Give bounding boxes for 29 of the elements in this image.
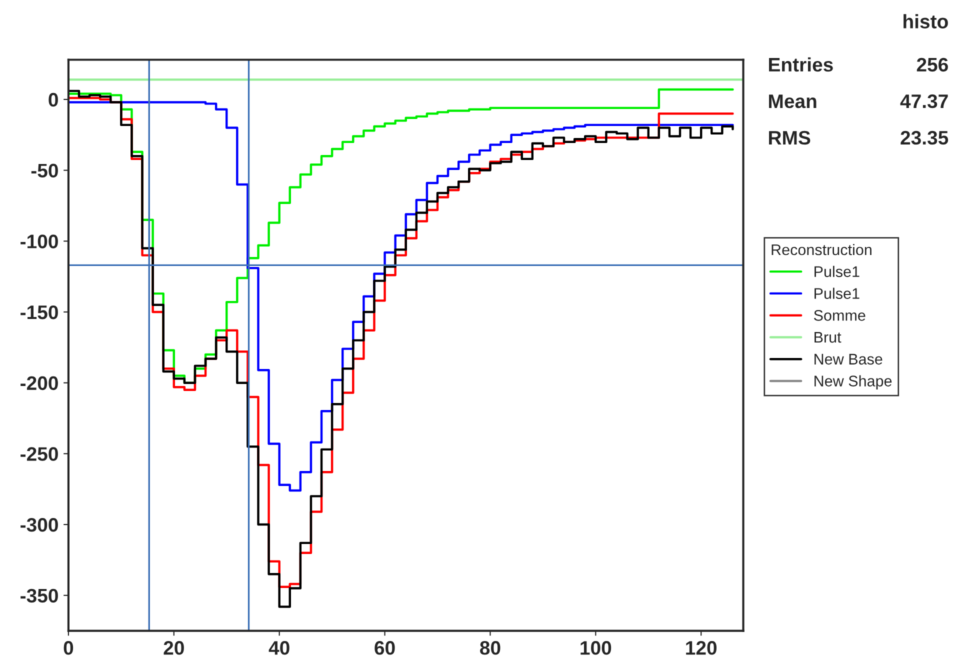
x-tick-label: 20 — [164, 641, 184, 655]
text: 256 — [916, 58, 948, 72]
text: histo — [904, 14, 948, 28]
x-tick-label: 0 — [64, 641, 74, 655]
text: Mean — [769, 94, 816, 108]
y-tick-label: -350 — [20, 588, 58, 603]
legend-title: Reconstruction — [772, 244, 872, 256]
y-tick-label: -200 — [20, 376, 58, 390]
legend-label: Brut — [814, 332, 842, 343]
x-tick-label: 120 — [686, 641, 717, 655]
y-tick-label: -50 — [31, 164, 58, 178]
x-tick-label: 100 — [580, 641, 612, 655]
text: RMS — [769, 130, 810, 145]
y-tick-label: -150 — [20, 305, 58, 320]
text: 23.35 — [900, 130, 948, 145]
legend-label: New Shape — [814, 375, 892, 390]
legend-label: Pulse1 — [814, 288, 860, 299]
text: Entries — [769, 57, 833, 72]
legend-label: Pulse1 — [814, 266, 860, 278]
x-tick-label: 80 — [480, 641, 500, 655]
x-tick-label: 40 — [268, 641, 290, 655]
y-tick-label: -250 — [20, 447, 58, 461]
y-tick-label: 0 — [48, 92, 58, 107]
y-tick-label: -100 — [20, 234, 58, 248]
y-tick-label: -300 — [20, 518, 58, 532]
legend-label: Somme — [814, 310, 866, 321]
legend-label: New Base — [814, 354, 882, 365]
x-tick-label: 60 — [374, 641, 395, 655]
text: 47.37 — [900, 94, 948, 108]
